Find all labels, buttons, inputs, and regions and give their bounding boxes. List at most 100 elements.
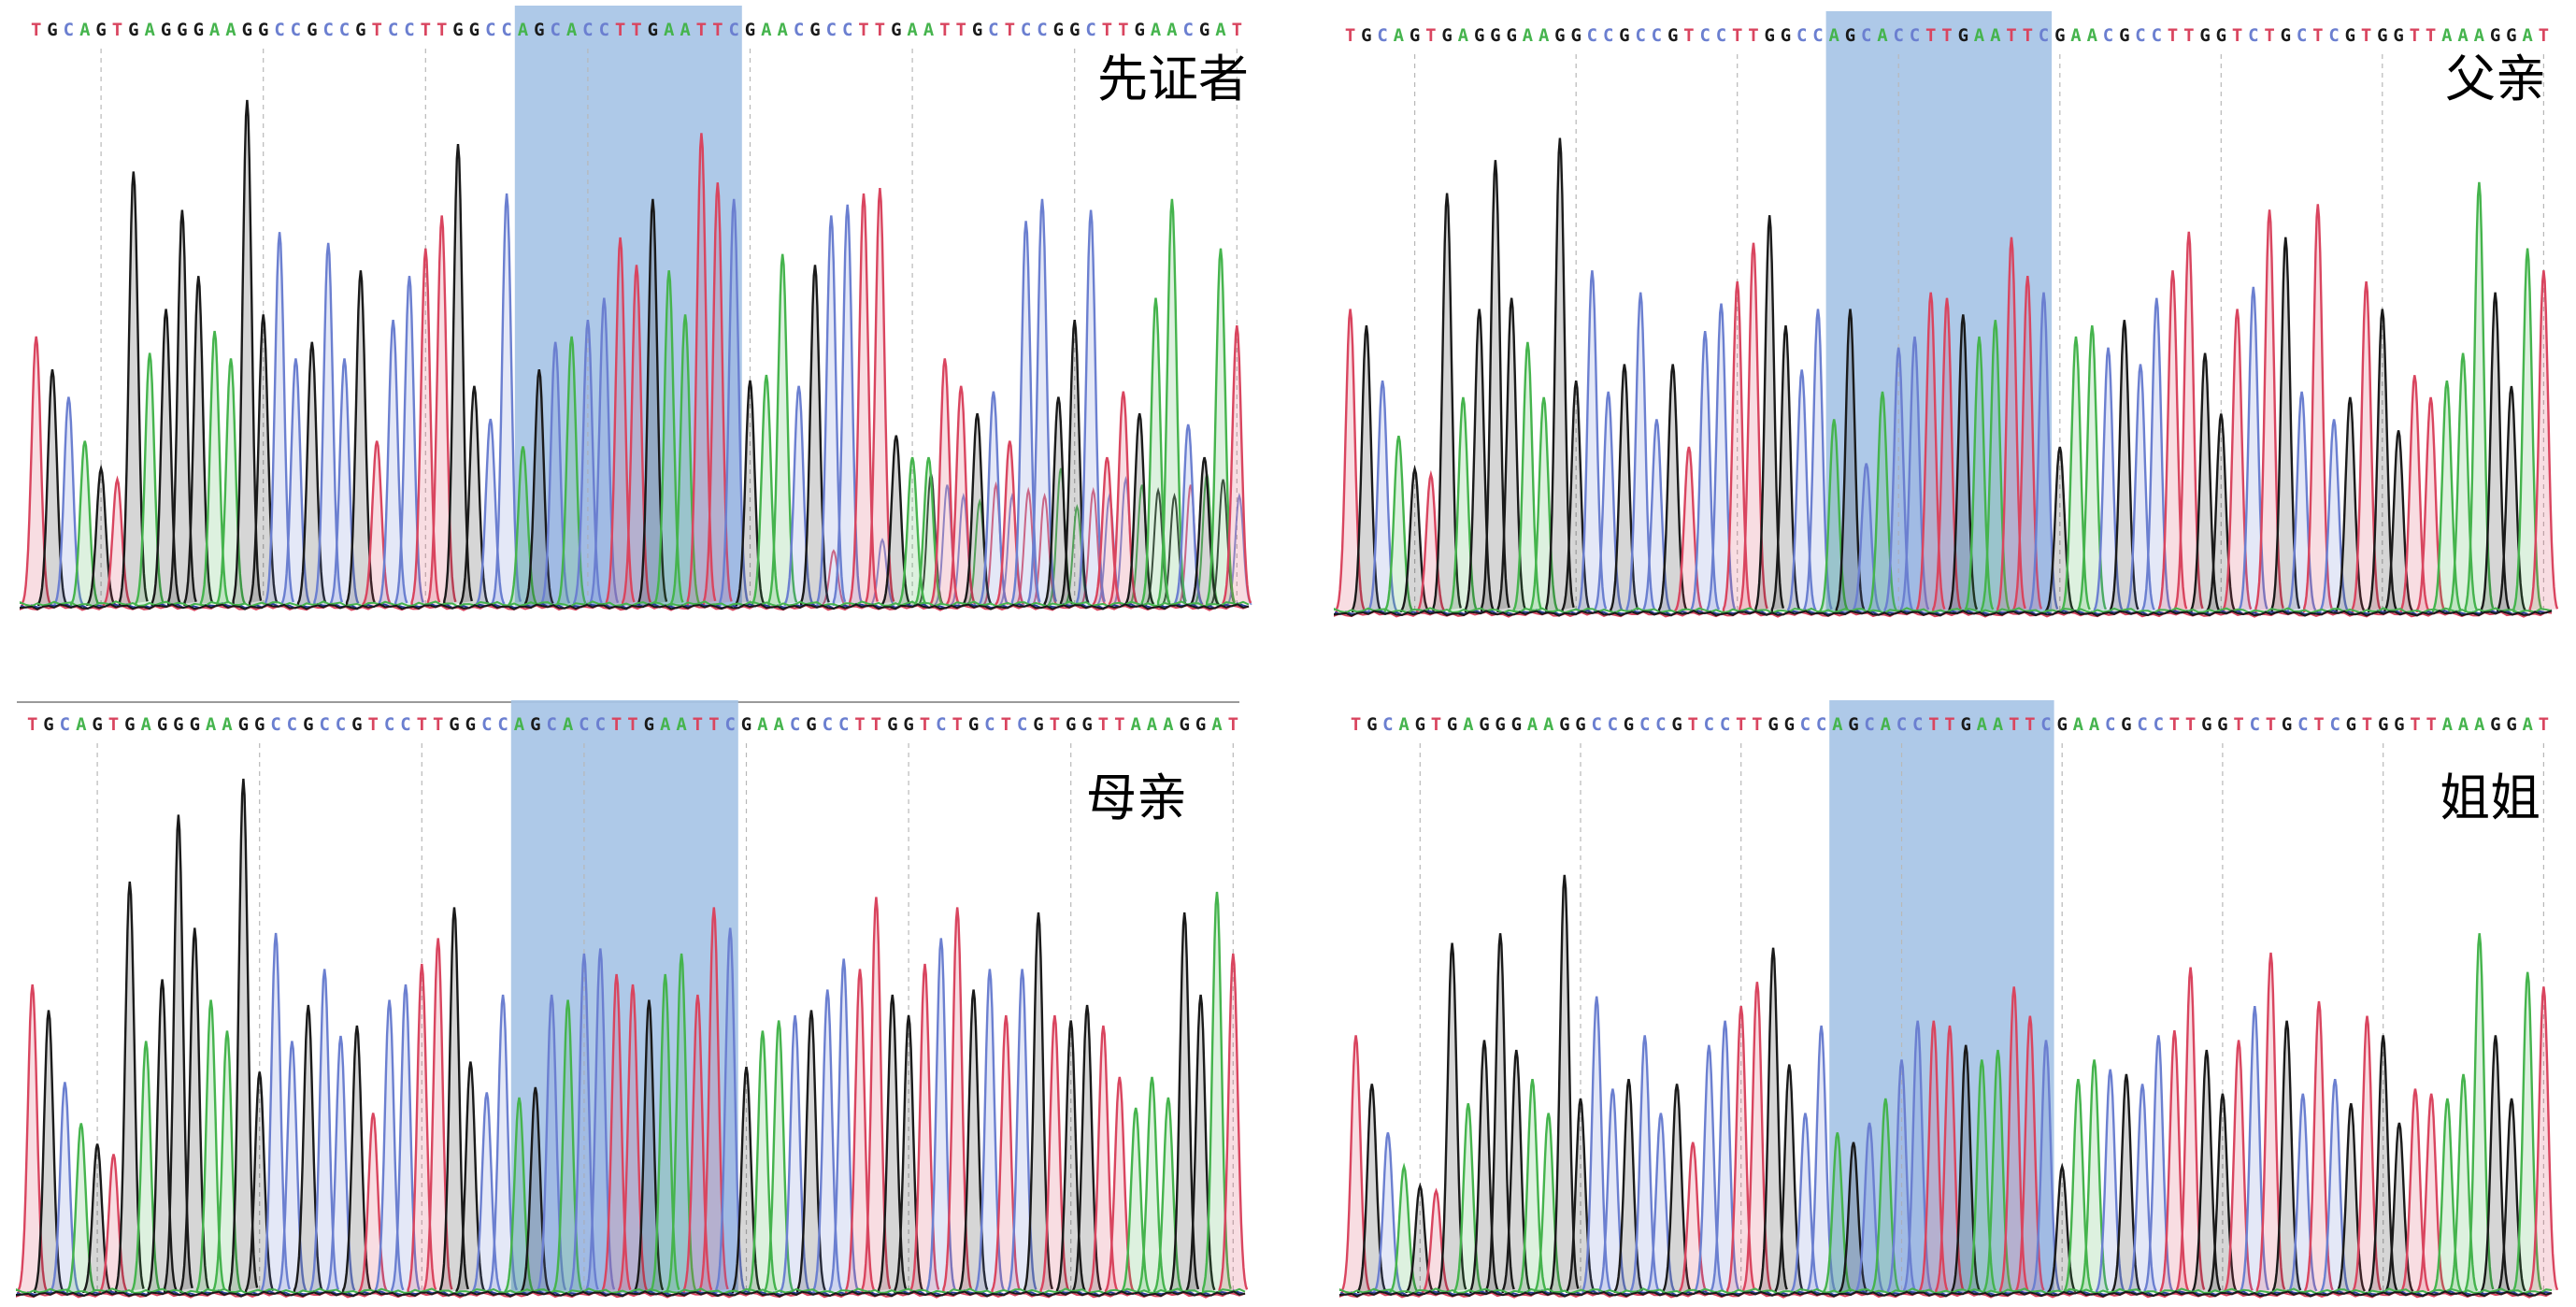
peak-G	[1055, 1020, 1086, 1293]
base-call-letter: A	[777, 20, 788, 40]
base-call-letter: C	[1864, 714, 1874, 735]
baseline-noise	[1334, 610, 2553, 617]
base-call-letter: C	[1910, 25, 1920, 46]
base-call-letter: C	[1716, 25, 1726, 46]
peak-A	[2512, 248, 2542, 612]
base-call-letter: C	[1704, 714, 1714, 735]
peak-G	[634, 999, 665, 1293]
peak-T	[1039, 1014, 1070, 1293]
peak-G	[248, 314, 279, 606]
peak-G	[1610, 364, 1639, 612]
base-call-letter: T	[1736, 714, 1746, 735]
base-call-letter: T	[1351, 714, 1361, 735]
peak-T	[1092, 456, 1123, 606]
base-call-letter: C	[1608, 714, 1618, 735]
peak-G	[167, 209, 197, 606]
peak-T	[1108, 391, 1138, 606]
base-call-letter: G	[465, 714, 476, 735]
peak-C	[1007, 969, 1038, 1293]
peak-C	[573, 320, 603, 606]
peak-C	[1597, 1088, 1628, 1293]
base-call-letter: C	[1382, 714, 1393, 735]
base-call-letter: C	[1603, 25, 1613, 46]
base-call-letter: G	[95, 20, 106, 40]
base-call-letter: T	[1345, 25, 1355, 46]
base-call-letter: A	[222, 714, 233, 735]
base-call-letter: C	[1182, 20, 1193, 40]
base-call-letter: T	[2233, 714, 2243, 735]
base-call-letter: T	[2361, 25, 2371, 46]
peak-G	[293, 1004, 323, 1293]
base-call-letter: T	[1001, 714, 1011, 735]
base-call-letter: G	[2378, 714, 2388, 735]
base-call-letter: G	[2056, 714, 2067, 735]
base-call-letter: T	[1102, 20, 1112, 40]
peak-T	[2528, 986, 2559, 1293]
base-call-letter: G	[2346, 714, 2356, 735]
base-call-letter: C	[2297, 25, 2307, 46]
base-call-letter: C	[2039, 25, 2049, 46]
base-call-letter: C	[790, 714, 800, 735]
peak-C	[1854, 1122, 1884, 1293]
base-call-letter: G	[303, 714, 313, 735]
base-call-letter: A	[2474, 25, 2485, 46]
peak-A	[747, 1030, 778, 1293]
base-call-letter: G	[2393, 25, 2403, 46]
peak-G	[86, 464, 116, 606]
peak-A	[913, 456, 944, 606]
base-call-letter: C	[2105, 714, 2115, 735]
peak-C	[2319, 419, 2349, 612]
peak-A	[199, 330, 230, 606]
base-call-letter: T	[1098, 714, 1109, 735]
peak-G	[731, 1066, 762, 1293]
base-call-letter: G	[891, 20, 901, 40]
peak-G	[1469, 1040, 1499, 1293]
peak-G	[800, 265, 830, 606]
peak-T	[2015, 1015, 2045, 1293]
peak-T	[2400, 1088, 2430, 1293]
base-call-letter: A	[1977, 714, 1988, 735]
mutation-highlight-region	[510, 700, 738, 1293]
secondary-peak	[820, 549, 847, 607]
base-call-letter: T	[2362, 714, 2372, 735]
base-call-letter: C	[291, 20, 301, 40]
peak-G	[1774, 1064, 1804, 1293]
base-call-letter: G	[2281, 25, 2291, 46]
base-call-letter: C	[794, 20, 804, 40]
base-call-letter: T	[611, 714, 622, 735]
base-call-letter: A	[2073, 714, 2084, 735]
peak-C	[1593, 391, 1624, 612]
peak-G	[1464, 309, 1495, 612]
base-call-letter: G	[2345, 25, 2355, 46]
peak-T	[410, 248, 441, 606]
base-call-letter: G	[242, 20, 252, 40]
base-call-letter: C	[1861, 25, 1871, 46]
peak-T	[1998, 986, 2029, 1293]
peak-A	[1528, 396, 1559, 612]
base-call-letter: A	[1215, 20, 1226, 40]
peak-T	[2012, 275, 2043, 612]
base-call-letter: T	[858, 20, 868, 40]
peak-T	[407, 963, 437, 1293]
base-call-letter: A	[757, 714, 768, 735]
peak-C	[1883, 347, 1914, 612]
base-call-letter: G	[2490, 714, 2500, 735]
base-call-letter: T	[2266, 714, 2276, 735]
peak-C	[832, 204, 863, 606]
base-call-letter: C	[1720, 714, 1730, 735]
peak-G	[2109, 320, 2140, 612]
base-call-letter: G	[43, 714, 53, 735]
base-call-letter: G	[1479, 714, 1489, 735]
base-call-letter: G	[355, 20, 365, 40]
base-call-letter: T	[1431, 714, 1441, 735]
base-call-letter: G	[972, 20, 982, 40]
peak-C	[2286, 391, 2317, 612]
peak-A	[131, 1041, 162, 1293]
peak-G	[894, 1014, 924, 1293]
base-call-letter: A	[1828, 25, 1839, 46]
peak-A	[1202, 891, 1232, 1293]
peak-T	[1996, 237, 2026, 612]
